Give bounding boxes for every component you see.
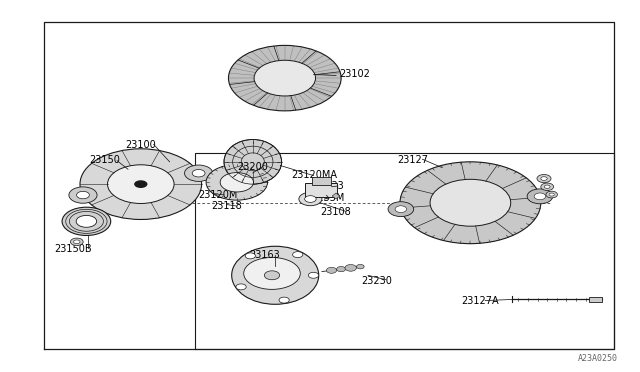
Circle shape — [545, 185, 550, 188]
Circle shape — [108, 165, 174, 203]
Circle shape — [192, 170, 205, 177]
Text: 23150B: 23150B — [54, 244, 92, 254]
Circle shape — [70, 238, 83, 246]
Circle shape — [184, 165, 212, 182]
Circle shape — [76, 215, 97, 227]
Circle shape — [228, 45, 341, 111]
Circle shape — [430, 179, 511, 226]
Circle shape — [254, 60, 316, 96]
Text: 23163: 23163 — [250, 250, 280, 260]
Circle shape — [541, 183, 554, 190]
Circle shape — [80, 149, 202, 219]
Text: 23118: 23118 — [211, 202, 242, 211]
Text: 23120M: 23120M — [198, 190, 238, 200]
Circle shape — [236, 284, 246, 290]
Circle shape — [62, 207, 111, 235]
Circle shape — [326, 267, 337, 273]
Circle shape — [546, 191, 557, 198]
Circle shape — [69, 187, 97, 203]
Circle shape — [264, 271, 280, 280]
Text: A23A0250: A23A0250 — [578, 354, 618, 363]
Text: 23135M: 23135M — [305, 193, 345, 203]
Text: 23200: 23200 — [237, 163, 268, 172]
Ellipse shape — [232, 246, 319, 304]
Circle shape — [220, 173, 253, 192]
Circle shape — [74, 240, 80, 244]
Circle shape — [206, 164, 268, 200]
Polygon shape — [332, 193, 340, 199]
Circle shape — [77, 191, 90, 199]
Text: 23127: 23127 — [397, 155, 428, 165]
Text: 23102: 23102 — [339, 70, 370, 79]
Circle shape — [395, 206, 406, 212]
Text: 23133: 23133 — [314, 181, 344, 191]
Circle shape — [541, 177, 547, 180]
Circle shape — [134, 180, 147, 188]
Text: 23230: 23230 — [362, 276, 392, 286]
Circle shape — [549, 193, 554, 196]
Circle shape — [345, 264, 356, 271]
Circle shape — [534, 193, 546, 200]
Ellipse shape — [244, 257, 300, 289]
Circle shape — [292, 251, 303, 257]
Circle shape — [537, 174, 551, 183]
Circle shape — [245, 253, 255, 259]
Circle shape — [337, 266, 346, 272]
Circle shape — [356, 264, 364, 269]
Ellipse shape — [224, 140, 282, 184]
Circle shape — [305, 196, 316, 202]
Circle shape — [400, 162, 541, 244]
Circle shape — [527, 189, 553, 204]
Text: 23108: 23108 — [320, 207, 351, 217]
FancyBboxPatch shape — [305, 183, 337, 197]
Circle shape — [299, 192, 322, 206]
FancyBboxPatch shape — [312, 177, 331, 185]
Circle shape — [388, 202, 413, 217]
Text: 23120MA: 23120MA — [291, 170, 337, 180]
FancyBboxPatch shape — [589, 297, 602, 302]
Text: 23127A: 23127A — [461, 296, 499, 306]
Text: 23150: 23150 — [90, 155, 120, 165]
Circle shape — [308, 272, 319, 278]
Circle shape — [279, 297, 289, 303]
Text: 23100: 23100 — [125, 140, 156, 150]
